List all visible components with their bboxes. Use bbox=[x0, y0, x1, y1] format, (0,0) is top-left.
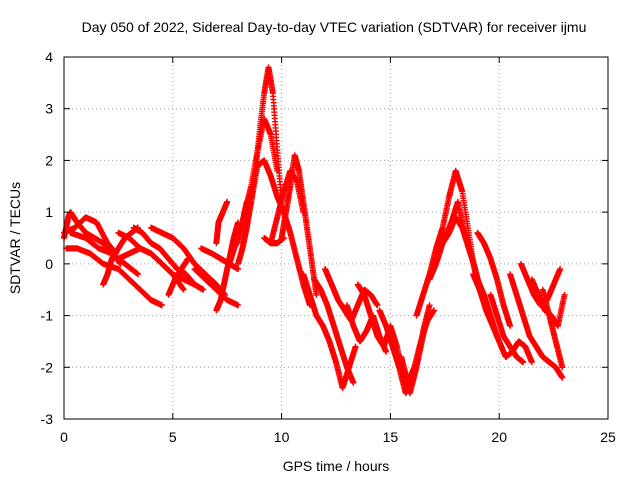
series-track-11 bbox=[191, 266, 242, 309]
y-tick-label: -1 bbox=[41, 308, 54, 324]
data-point bbox=[528, 359, 535, 366]
data-point bbox=[520, 359, 527, 366]
series-track-23 bbox=[311, 276, 357, 386]
data-point bbox=[352, 343, 359, 350]
data-point bbox=[280, 235, 287, 241]
series-track-18 bbox=[235, 116, 281, 247]
data-point bbox=[561, 291, 568, 298]
x-tick-label: 0 bbox=[60, 429, 68, 445]
series-track-33 bbox=[474, 229, 514, 329]
series-track-34 bbox=[470, 271, 535, 366]
data-point bbox=[274, 167, 281, 174]
data-point bbox=[559, 374, 566, 381]
series-track-39 bbox=[539, 286, 566, 371]
data-point bbox=[235, 266, 242, 273]
x-tick-label: 25 bbox=[600, 429, 616, 445]
y-axis-label: SDTVAR / TECUs bbox=[7, 182, 23, 294]
plot-frame bbox=[63, 56, 609, 420]
series-track-35 bbox=[487, 291, 527, 366]
x-tick-label: 15 bbox=[383, 429, 399, 445]
y-tick-label: 1 bbox=[45, 204, 53, 220]
data-point bbox=[507, 322, 514, 329]
axes bbox=[63, 56, 609, 420]
y-tick-label: -2 bbox=[41, 359, 54, 375]
series-track-9 bbox=[165, 255, 192, 298]
data-point bbox=[180, 286, 187, 293]
data-point bbox=[557, 266, 564, 273]
x-tick-label: 5 bbox=[169, 429, 177, 445]
series-track-30 bbox=[413, 167, 479, 319]
data-point bbox=[200, 286, 207, 293]
y-tick-label: 0 bbox=[45, 256, 53, 272]
y-tick-label: 3 bbox=[45, 101, 53, 117]
y-tick-label: 4 bbox=[45, 49, 53, 65]
x-tick-label: 20 bbox=[491, 429, 507, 445]
data-point bbox=[350, 379, 357, 386]
series-track-13 bbox=[213, 219, 242, 314]
series-track-3 bbox=[63, 245, 165, 309]
data-point bbox=[374, 302, 381, 309]
x-tick-label: 10 bbox=[274, 429, 290, 445]
x-ticks: 0 5 10 15 20 25 bbox=[60, 57, 616, 445]
data-point bbox=[559, 364, 566, 371]
series-track-21 bbox=[261, 235, 287, 247]
y-ticks: -3 -2 -1 0 1 2 3 4 bbox=[41, 49, 608, 427]
data-point bbox=[313, 291, 320, 298]
data-point bbox=[430, 307, 437, 314]
data-point bbox=[158, 302, 165, 309]
data-point bbox=[426, 302, 433, 309]
series-track-14 bbox=[213, 198, 231, 247]
series-track-7 bbox=[115, 229, 187, 293]
data-point bbox=[134, 271, 141, 278]
series-track-37 bbox=[517, 260, 564, 309]
data-point bbox=[383, 348, 390, 355]
chart-title: Day 050 of 2022, Sidereal Day-to-day VTE… bbox=[82, 19, 587, 35]
series-track-29 bbox=[398, 307, 437, 386]
series-track-36 bbox=[507, 271, 566, 381]
series-track-10 bbox=[148, 224, 229, 298]
y-tick-label: 2 bbox=[45, 152, 53, 168]
data-point bbox=[224, 198, 231, 205]
data-points bbox=[61, 64, 568, 397]
data-point bbox=[235, 302, 242, 309]
x-axis-label: GPS time / hours bbox=[283, 458, 390, 474]
y-tick-label: -3 bbox=[41, 411, 54, 427]
